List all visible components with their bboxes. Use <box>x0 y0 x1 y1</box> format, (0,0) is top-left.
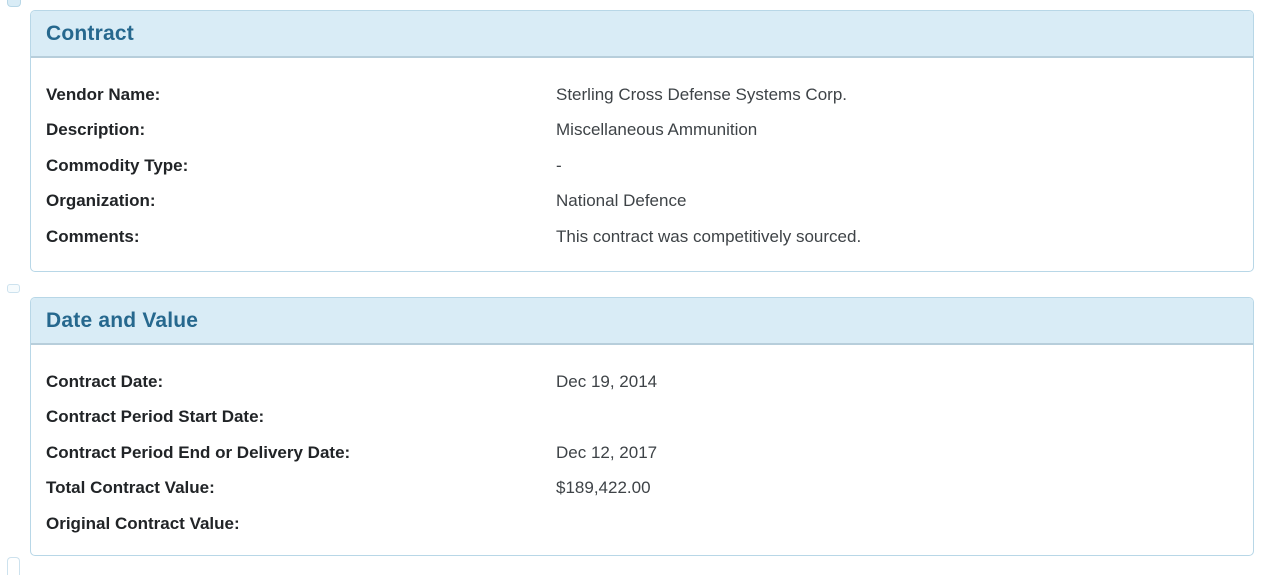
date-and-value-panel: Date and Value Contract Date: Dec 19, 20… <box>30 297 1254 556</box>
date-and-value-panel-header: Date and Value <box>31 298 1253 345</box>
field-label: Total Contract Value: <box>46 478 215 498</box>
field-row-comments: Comments: This contract was competitivel… <box>46 219 1238 255</box>
field-value: $189,422.00 <box>556 478 651 498</box>
field-label: Commodity Type: <box>46 155 189 175</box>
field-row-period-start-date: Contract Period Start Date: <box>46 400 1238 436</box>
field-value: This contract was competitively sourced. <box>556 226 862 246</box>
field-row-period-end-or-delivery-date: Contract Period End or Delivery Date: De… <box>46 435 1238 471</box>
field-label: Original Contract Value: <box>46 513 240 533</box>
field-row-commodity-type: Commodity Type: - <box>46 148 1238 184</box>
date-and-value-panel-body: Contract Date: Dec 19, 2014 Contract Per… <box>31 345 1253 542</box>
field-value: Sterling Cross Defense Systems Corp. <box>556 84 847 104</box>
field-row-original-contract-value: Original Contract Value: <box>46 506 1238 542</box>
contract-panel-body: Vendor Name: Sterling Cross Defense Syst… <box>31 58 1253 255</box>
field-row-organization: Organization: National Defence <box>46 184 1238 220</box>
field-value: National Defence <box>556 191 687 211</box>
field-label: Description: <box>46 120 146 140</box>
cropped-panel-fragment-bottom <box>7 557 20 575</box>
field-label: Comments: <box>46 226 140 246</box>
field-value: Miscellaneous Ammunition <box>556 120 758 140</box>
field-row-total-contract-value: Total Contract Value: $189,422.00 <box>46 471 1238 507</box>
date-and-value-panel-title: Date and Value <box>46 308 199 332</box>
field-row-vendor-name: Vendor Name: Sterling Cross Defense Syst… <box>46 77 1238 113</box>
field-row-contract-date: Contract Date: Dec 19, 2014 <box>46 364 1238 400</box>
cropped-panel-fragment-middle <box>7 284 20 293</box>
contract-panel-title: Contract <box>46 21 134 45</box>
field-label: Contract Period End or Delivery Date: <box>46 442 351 462</box>
field-label: Vendor Name: <box>46 84 161 104</box>
field-label: Contract Date: <box>46 371 164 391</box>
cropped-panel-fragment-top <box>7 0 21 7</box>
contract-panel-header: Contract <box>31 11 1253 58</box>
field-value: Dec 19, 2014 <box>556 371 658 391</box>
field-label: Organization: <box>46 191 156 211</box>
field-label: Contract Period Start Date: <box>46 407 265 427</box>
contract-panel: Contract Vendor Name: Sterling Cross Def… <box>30 10 1254 272</box>
field-value: - <box>556 155 562 175</box>
field-row-description: Description: Miscellaneous Ammunition <box>46 113 1238 149</box>
field-value: Dec 12, 2017 <box>556 442 658 462</box>
